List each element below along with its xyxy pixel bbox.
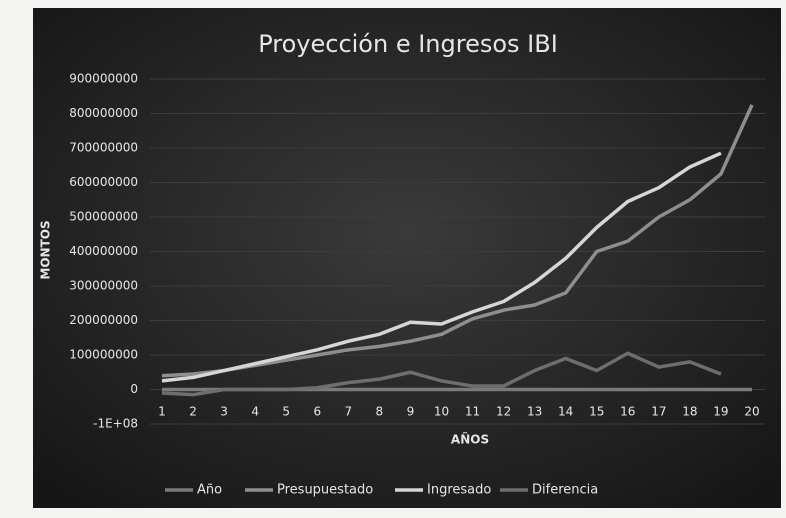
legend-label: Diferencia: [532, 483, 598, 498]
x-tick-label: 11: [465, 405, 480, 419]
series-line: [161, 151, 722, 383]
series-line: [161, 351, 722, 397]
legend-label: Ingresado: [427, 483, 491, 498]
x-tick-label: 18: [682, 405, 697, 419]
x-tick-label: 19: [713, 405, 728, 419]
x-tick-label: 2: [189, 405, 197, 419]
x-tick-label: 16: [620, 405, 635, 419]
y-tick-label: 900000000: [69, 72, 138, 86]
y-tick-label: 800000000: [69, 106, 138, 120]
x-tick-label: 13: [527, 405, 542, 419]
x-tick-label: 20: [744, 405, 759, 419]
x-tick-label: 9: [407, 405, 415, 419]
x-tick-label: 14: [558, 405, 573, 419]
series-line: [161, 104, 754, 378]
x-tick-label: 1: [158, 405, 166, 419]
y-tick-label: 200000000: [69, 313, 138, 327]
x-tick-label: 17: [651, 405, 666, 419]
legend-label: Presupuestado: [277, 483, 373, 498]
y-tick-label: 600000000: [69, 175, 138, 189]
chart-background: [33, 8, 781, 508]
x-tick-label: 10: [434, 405, 449, 419]
x-tick-label: 5: [282, 405, 290, 419]
x-tick-label: 6: [313, 405, 321, 419]
y-tick-label: 0: [130, 382, 138, 396]
y-axis-label: MONTOS: [39, 220, 53, 279]
x-tick-label: 15: [589, 405, 604, 419]
x-axis-label: AÑOS: [451, 432, 489, 447]
y-tick-label: 300000000: [69, 279, 138, 293]
y-tick-label: 400000000: [69, 244, 138, 258]
y-tick-label: -1E+08: [93, 417, 138, 431]
chart-title: Proyección e Ingresos IBI: [258, 30, 558, 58]
x-tick-label: 8: [376, 405, 384, 419]
x-tick-label: 12: [496, 405, 511, 419]
x-tick-label: 3: [220, 405, 228, 419]
y-tick-label: 500000000: [69, 210, 138, 224]
y-tick-label: 100000000: [69, 348, 138, 362]
y-tick-label: 700000000: [69, 141, 138, 155]
x-tick-label: 4: [251, 405, 259, 419]
legend-label: Año: [197, 483, 222, 498]
x-tick-label: 7: [344, 405, 352, 419]
